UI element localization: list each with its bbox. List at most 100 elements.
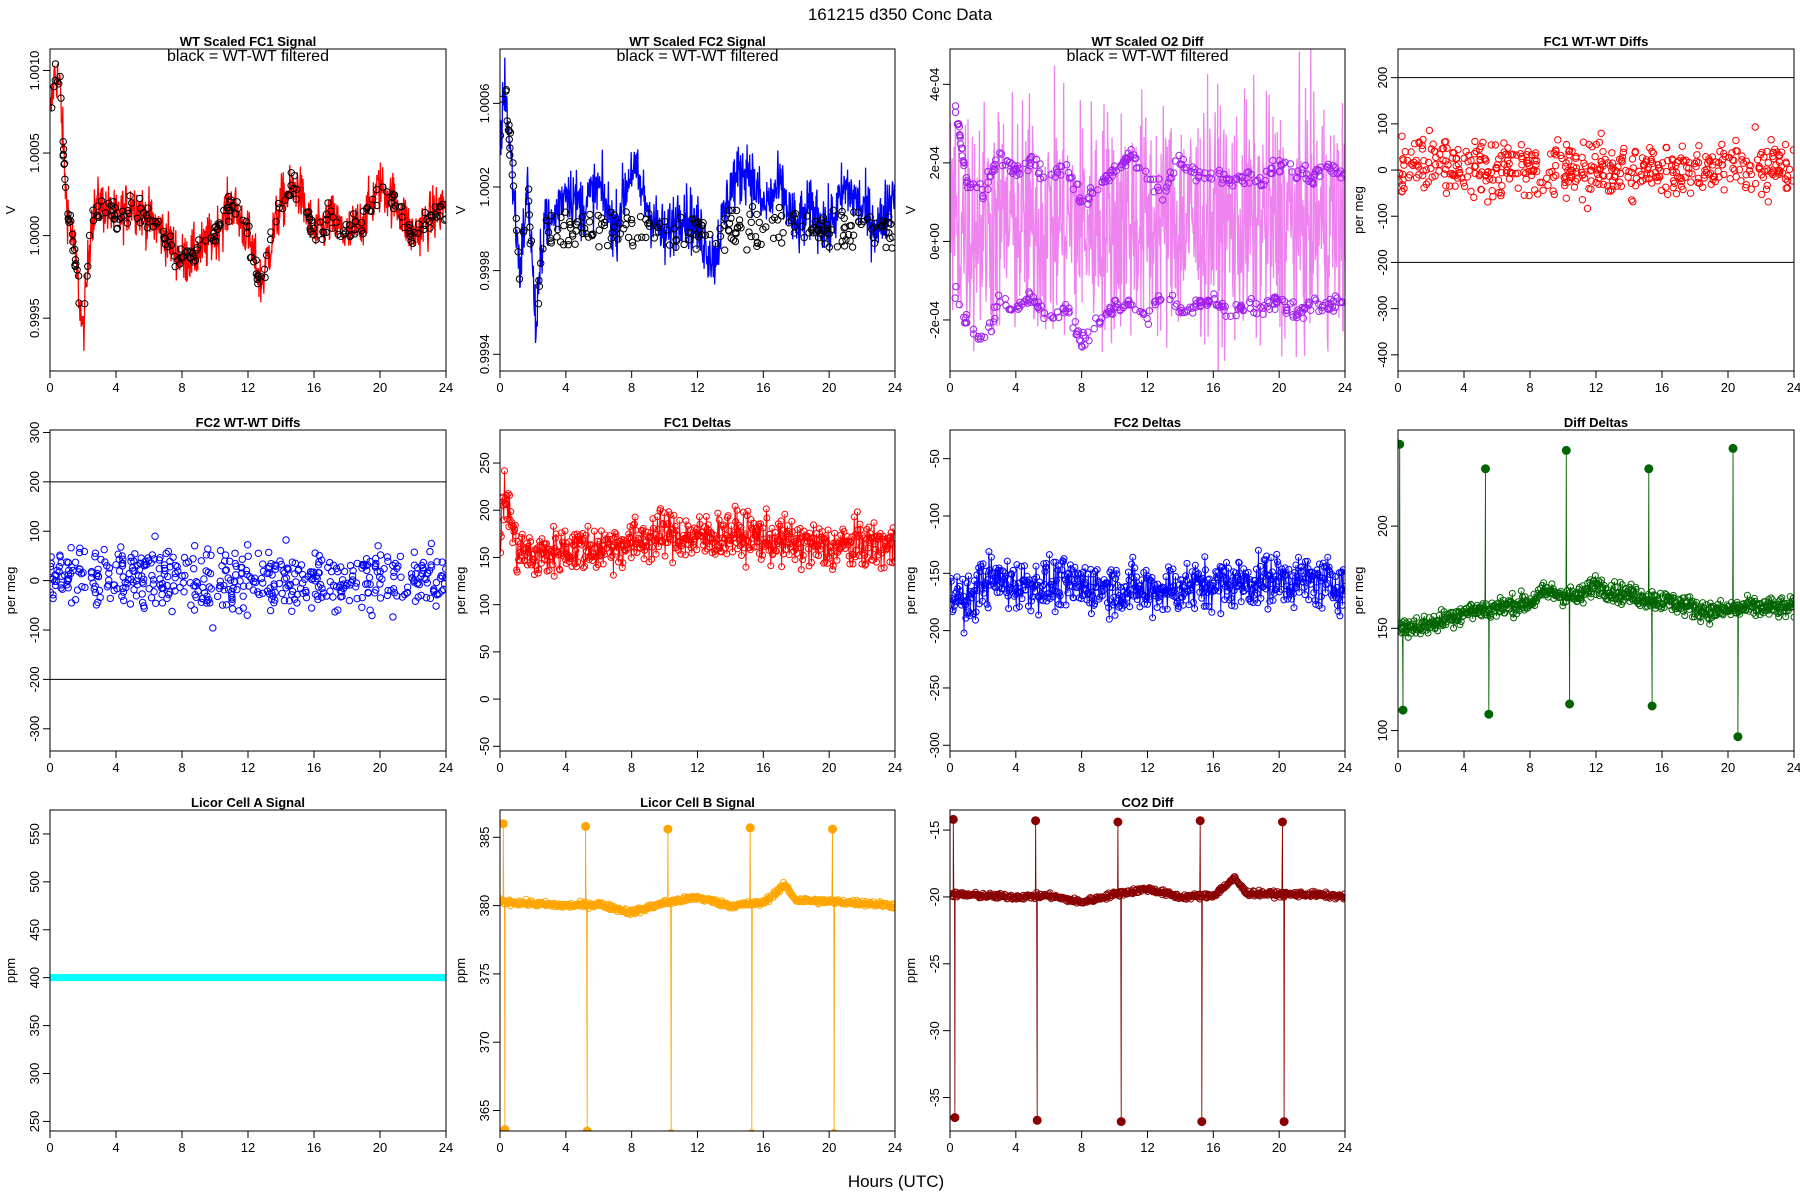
data-point: [373, 185, 381, 194]
data-point: [1578, 168, 1586, 177]
data-point: [380, 565, 388, 573]
data-point: [1616, 169, 1625, 178]
data-point: [822, 534, 830, 542]
data-point: [1078, 343, 1086, 351]
x-tick-label: 0: [1394, 380, 1401, 395]
data-point: [314, 595, 322, 604]
data-point: [136, 204, 145, 213]
data-point: [1512, 151, 1521, 159]
data-point: [735, 522, 743, 529]
data-point: [1525, 167, 1533, 176]
data-point: [953, 573, 961, 581]
data-point: [504, 515, 512, 523]
data-point: [1732, 173, 1740, 181]
data-point: [1150, 580, 1158, 588]
data-point: [220, 586, 228, 594]
data-point: [664, 520, 672, 527]
data-point: [1422, 166, 1430, 174]
data-point: [727, 234, 735, 242]
data-point: [372, 586, 380, 594]
data-point: [1069, 185, 1077, 194]
data-point: [1162, 183, 1171, 191]
data-point: [1317, 593, 1325, 600]
data-point: [1275, 167, 1283, 176]
data-point: [574, 558, 582, 566]
data-point: [655, 543, 663, 551]
data-point: [375, 573, 384, 581]
data-point: [573, 563, 580, 571]
data-point: [1608, 186, 1616, 194]
data-point: [298, 579, 307, 587]
y-tick-label: 100: [27, 520, 42, 542]
data-point: [1126, 586, 1134, 594]
x-tick-label: 20: [373, 380, 387, 395]
data-point: [191, 542, 199, 550]
data-point: [1026, 162, 1034, 170]
data-point: [1285, 565, 1293, 573]
data-point: [166, 588, 174, 596]
data-point: [302, 593, 311, 602]
data-point: [623, 214, 631, 222]
data-point: [797, 544, 805, 552]
data-point: [663, 526, 671, 534]
data-point: [1465, 167, 1473, 175]
data-point: [346, 232, 354, 241]
data-point: [144, 204, 152, 212]
data-point: [1732, 147, 1740, 155]
data-point: [1146, 175, 1155, 184]
data-point: [1762, 185, 1771, 194]
y-tick-label: -150: [927, 560, 942, 586]
chart-title: Diff Deltas: [1564, 415, 1628, 430]
data-point: [502, 499, 510, 507]
data-point: [597, 527, 605, 535]
data-point: [842, 537, 850, 545]
data-point: [989, 318, 997, 326]
data-point: [648, 555, 656, 563]
data-point: [559, 241, 568, 249]
data-point: [526, 223, 534, 231]
data-point: [1119, 599, 1127, 607]
data-point: [1785, 165, 1794, 174]
data-point: [1543, 174, 1551, 182]
data-point: [655, 219, 663, 228]
data-point: [55, 562, 63, 571]
data-point: [326, 558, 334, 567]
data-point: [405, 228, 413, 236]
x-tick-label: 20: [373, 760, 387, 775]
data-point: [1301, 161, 1310, 170]
data-point: [611, 529, 619, 536]
data-point: [1150, 298, 1159, 306]
data-point: [266, 235, 275, 244]
data-point: [1591, 152, 1599, 161]
data-point: [1112, 575, 1120, 583]
x-tick-label: 24: [1338, 760, 1352, 775]
data-point: [1400, 617, 1408, 625]
data-point: [1068, 583, 1076, 591]
data-point: [140, 561, 148, 569]
data-point: [1436, 160, 1444, 168]
data-point: [1067, 565, 1075, 573]
data-point: [338, 592, 346, 601]
data-point: [324, 563, 332, 572]
data-point: [1424, 178, 1433, 186]
data-point: [1451, 182, 1459, 190]
data-point: [158, 599, 167, 607]
data-point: [509, 182, 518, 190]
data-point: [1764, 167, 1772, 175]
data-point: [870, 519, 878, 527]
data-point: [422, 575, 430, 584]
data-point: [756, 523, 764, 530]
data-point: [1040, 314, 1048, 323]
data-point: [1169, 565, 1177, 573]
data-point: [506, 144, 514, 152]
data-point: [1176, 586, 1184, 594]
data-point: [511, 526, 519, 534]
data-point: [1267, 554, 1275, 562]
data-point: [580, 564, 587, 572]
data-point: [1410, 140, 1419, 148]
data-point: [1435, 167, 1443, 175]
data-point: [1064, 589, 1072, 597]
data-point: [544, 217, 552, 226]
